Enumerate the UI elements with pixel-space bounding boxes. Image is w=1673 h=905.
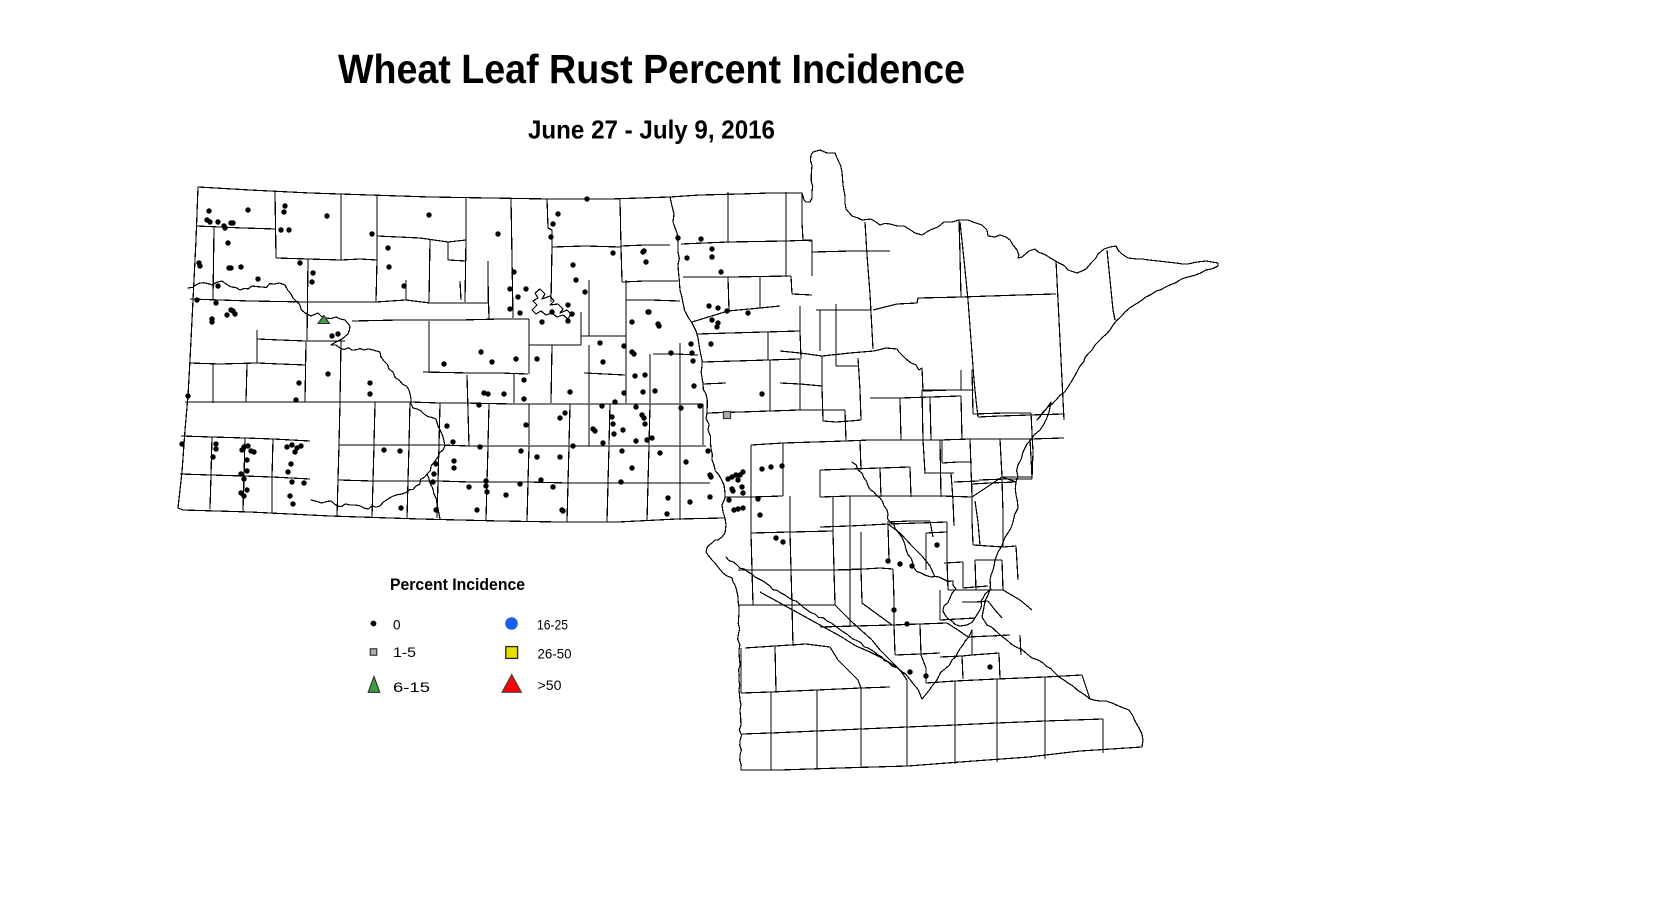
svg-text:June 27 - July 9, 2016: June 27 - July 9, 2016	[528, 115, 775, 145]
svg-text:26-50: 26-50	[538, 647, 572, 662]
svg-text:6-15: 6-15	[393, 680, 430, 695]
svg-text:>50: >50	[538, 678, 562, 693]
svg-text:Wheat Leaf Rust Percent Incide: Wheat Leaf Rust Percent Incidence	[338, 46, 965, 92]
svg-text:0: 0	[393, 618, 401, 633]
svg-text:1-5: 1-5	[393, 645, 416, 660]
svg-text:Percent Incidence: Percent Incidence	[390, 575, 525, 594]
svg-text:16-25: 16-25	[537, 618, 568, 633]
